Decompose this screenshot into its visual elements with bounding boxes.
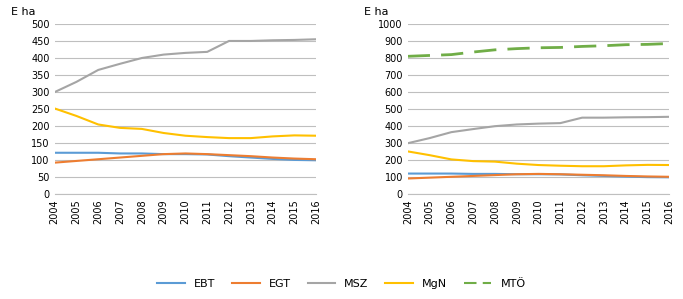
Y-axis label: E ha: E ha [11, 7, 36, 17]
Legend: EBT, EGT, MSZ, MgN, MTÖ: EBT, EGT, MSZ, MgN, MTÖ [153, 274, 530, 293]
Y-axis label: E ha: E ha [364, 7, 389, 17]
